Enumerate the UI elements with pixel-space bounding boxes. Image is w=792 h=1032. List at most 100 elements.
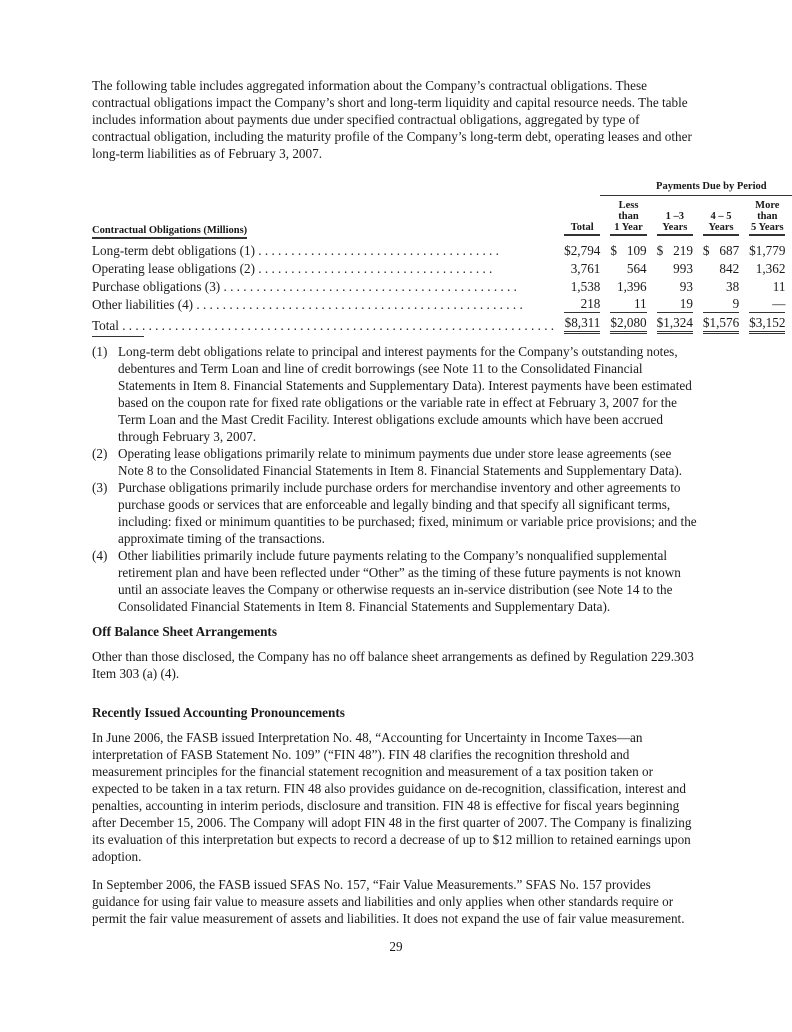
off-balance-heading: Off Balance Sheet Arrangements (92, 624, 277, 639)
row-label: Purchase obligations (3) . . . . . . . .… (92, 279, 517, 294)
footnote: (3) Purchase obligations primarily includ… (92, 479, 700, 547)
column-header-line: Years (662, 222, 688, 233)
column-header: 1 –3 Years (656, 200, 693, 236)
column-header-line (564, 200, 600, 211)
cell-value: 1,362 (755, 261, 786, 276)
column-header-line: Total (570, 222, 594, 233)
cell-value: 564 (626, 261, 647, 276)
table-row: Purchase obligations (3) . . . . . . . .… (92, 277, 792, 295)
table-row: Other liabilities (4) . . . . . . . . . … (92, 295, 792, 313)
table-cell: $109 (610, 242, 646, 259)
table-cell: 93 (657, 278, 693, 295)
footnote-text: Purchase obligations primarily include p… (118, 480, 697, 546)
column-header-line: than (618, 211, 639, 222)
table-cell: 19 (656, 295, 693, 313)
column-header-line (657, 200, 693, 211)
cell-value: 219 (673, 243, 693, 258)
row-label: Long-term debt obligations (1) . . . . .… (92, 243, 499, 258)
table-row: Total . . . . . . . . . . . . . . . . . … (92, 313, 792, 334)
cell-value: $1,576 (702, 315, 740, 330)
footnote-text: Other liabilities primarily include futu… (118, 548, 681, 614)
table-cell: $2,794 (564, 242, 600, 259)
column-header-line (703, 200, 739, 211)
off-balance-paragraph: Other than those disclosed, the Company … (92, 649, 694, 681)
table-cell: $8,311 (564, 314, 601, 334)
table-cell: 1,396 (610, 278, 647, 295)
cell-value: 93 (679, 279, 693, 294)
column-header: Less than 1 Year (610, 200, 647, 236)
table-cell: 9 (702, 295, 740, 313)
table-cell: $687 (703, 242, 739, 259)
table-row: Operating lease obligations (2) . . . . … (92, 259, 792, 277)
footnote: (1) Long-term debt obligations relate to … (92, 343, 700, 445)
cell-value: $2,080 (610, 315, 647, 330)
cell-value: 3,761 (570, 261, 601, 276)
cell-value: $1,324 (656, 315, 693, 330)
table-cell: $3,152 (749, 314, 786, 334)
contractual-obligations-table: Payments Due by Period Contractual Obliga… (92, 181, 792, 334)
cell-value: 993 (673, 261, 693, 276)
cell-value: $2,794 (564, 243, 601, 258)
cell-value: 19 (679, 296, 693, 311)
payments-due-header: Payments Due by Period (600, 181, 792, 196)
cell-value: 842 (719, 261, 740, 276)
cell-value: 218 (580, 296, 601, 311)
row-label: Other liabilities (4) . . . . . . . . . … (92, 297, 523, 312)
column-header: More than 5 Years (749, 200, 786, 236)
column-header-line: 1 –3 (665, 211, 684, 222)
footnote-divider (92, 336, 144, 337)
column-header: 4 – 5 Years (702, 200, 740, 236)
cell-value: $8,311 (564, 315, 601, 330)
table-cell: — (749, 295, 786, 313)
table-cell: 38 (703, 278, 739, 295)
table-cell: $1,324 (656, 314, 693, 334)
column-header-line: Years (708, 222, 734, 233)
cell-value: $1,779 (749, 243, 786, 258)
intro-paragraph: The following table includes aggregated … (92, 78, 692, 161)
column-header-line: 5 Years (751, 222, 784, 233)
cell-value: 9 (732, 296, 740, 311)
footnote-number: (1) (92, 344, 108, 359)
recent-pronouncements-heading: Recently Issued Accounting Pronouncement… (92, 705, 345, 720)
column-header-line: More (755, 200, 780, 211)
table-cell: $1,779 (749, 242, 785, 259)
footnotes: (1) Long-term debt obligations relate to … (92, 336, 700, 615)
table-cell: 1,538 (564, 278, 601, 295)
column-header-line: than (757, 211, 778, 222)
table-cell: 842 (703, 260, 739, 277)
page-number: 29 (389, 939, 403, 954)
cell-value: $3,152 (749, 315, 786, 330)
footnote: (4) Other liabilities primarily include f… (92, 547, 700, 615)
footnote-number: (3) (92, 480, 108, 495)
footnote-text: Long-term debt obligations relate to pri… (118, 344, 692, 444)
cell-value: 11 (633, 296, 647, 311)
cell-value: 1,538 (570, 279, 601, 294)
cell-value: 687 (719, 243, 740, 258)
table-cell: 564 (610, 260, 647, 277)
footnote-number: (2) (92, 446, 108, 461)
table-cell: $2,080 (610, 314, 647, 334)
footnote-number: (4) (92, 548, 108, 563)
row-label: Total . . . . . . . . . . . . . . . . . … (92, 318, 555, 333)
table-cell: 11 (749, 278, 786, 295)
label-column-header: Contractual Obligations (Millions) (92, 225, 248, 239)
table-cell: $219 (657, 242, 693, 259)
cell-value: 11 (772, 279, 786, 294)
column-header-line: Less (618, 200, 639, 211)
cell-value: 1,396 (616, 279, 647, 294)
table-cell: 1,362 (749, 260, 786, 277)
fin48-paragraph: In June 2006, the FASB issued Interpreta… (92, 730, 692, 864)
cell-value: — (772, 296, 786, 311)
contractual-obligations-table-wrap: Payments Due by Period Contractual Obliga… (92, 181, 792, 334)
column-header-line: 4 – 5 (710, 211, 732, 222)
footnote-text: Operating lease obligations primarily re… (118, 446, 683, 478)
currency-sign: $ (610, 243, 617, 258)
column-header-line (564, 211, 600, 222)
table-cell: 993 (657, 260, 693, 277)
column-header: Total (564, 200, 601, 236)
footnote: (2) Operating lease obligations primarily… (92, 445, 700, 479)
table-cell: 3,761 (564, 260, 601, 277)
table-row: Long-term debt obligations (1) . . . . .… (92, 236, 792, 259)
sfas157-paragraph: In September 2006, the FASB issued SFAS … (92, 877, 685, 926)
